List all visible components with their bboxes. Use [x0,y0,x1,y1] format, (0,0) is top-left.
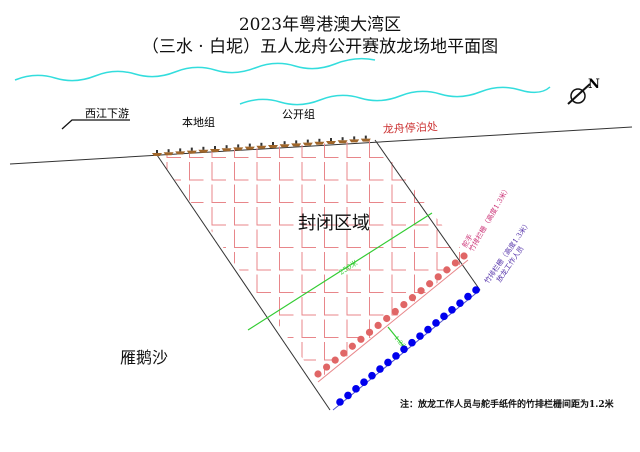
staff-dot [344,391,352,400]
dragon-boat-icon [326,138,336,144]
dragon-boat-icon [233,144,244,151]
staff-dot [464,292,472,301]
staff-dot [360,378,368,387]
rudder-dot [314,370,322,378]
rudder-fence-label: 竹排栏栅（高度1.3米） [467,184,512,253]
closed-area-left-edge [156,154,331,411]
dragon-boat-icon [314,138,325,145]
rudder-dot [391,307,399,316]
closed-area-label: 封闭区域 [298,213,370,234]
rudder-dot [348,342,356,350]
rudder-dot [331,356,339,364]
water-wave [239,86,551,106]
dragon-boat-icon [152,150,162,156]
staff-dot [456,299,464,307]
dragon-boat-icon [349,136,360,143]
staff-dot [384,358,392,367]
title-line2: （三水 · 白坭）五人龙舟公开赛放龙场地平面图 [142,36,498,57]
staff-positions [336,286,480,406]
staff-fence-annotation: 竹排栏栅（高度1.3米） 放龙工作人员 [482,219,532,285]
rudder-fence-line [317,259,469,383]
dragon-boat-icon [360,135,371,142]
rudder-positions [314,252,468,378]
staff-dot [392,352,400,360]
rudder-dot [374,321,382,330]
open-group-label: 公开组 [282,107,315,121]
closed-area-grid [157,140,468,380]
rudder-dot [408,294,417,302]
rudder-fence-annotation: 舵手 竹排栏栅（高度1.3米） [460,184,512,253]
rudder-dot [322,363,331,371]
dragon-boat-icon [175,148,186,155]
staff-dot [352,385,360,393]
dragon-boat-icon [279,141,290,148]
note-text: 注：放龙工作人员与舵手纸件的竹排栏栅间距为1.2米 [400,398,615,410]
dragon-boat-icon [163,149,174,156]
rudder-dot [365,328,374,336]
staff-dot [408,338,416,347]
dragon-boat-icon [210,146,220,152]
dragon-boat-icon [337,137,348,144]
downstream-arrow-icon [61,119,130,130]
sandbar-label: 雁鹅沙 [120,348,168,367]
dragon-boat-icon [256,142,267,149]
rudder-dot [400,300,408,309]
rudder-dot [417,287,425,295]
mooring-label: 龙舟停泊处 [382,119,438,136]
staff-dot [472,286,480,294]
rudder-dot [434,273,442,281]
rudder-dot [357,335,365,343]
gap-measure-line [387,326,406,349]
rudder-dot [383,314,391,323]
rudder-dot [451,259,460,267]
title-line1: 2023年粤港澳大湾区 [239,15,401,35]
water-wave [14,57,376,82]
distance-measure-line [247,212,433,331]
staff-dot [424,325,432,334]
rudder-dot [426,280,434,288]
dragon-boat-icon [302,139,313,146]
rudder-dot [443,266,451,274]
dragon-boat-icon [186,147,197,154]
staff-dot [400,345,408,354]
dragon-boat-icon [198,146,209,153]
dragon-boat-icon [244,143,255,150]
local-group-label: 本地组 [182,115,215,129]
staff-dot [416,332,424,340]
staff-dot [440,312,448,321]
dragon-boat-icon [221,145,232,152]
staff-dot [336,398,344,406]
staff-dot [368,371,376,380]
staff-dot [448,305,456,314]
north-compass-icon: N [567,77,600,105]
dragon-boat-icon [268,142,278,148]
rudder-dot [340,349,348,357]
dragon-boats [152,135,371,156]
staff-dot [376,365,384,373]
rudder-dot [460,252,468,260]
downstream-label: 西江下游 [85,107,129,120]
north-label: N [588,77,600,92]
dragon-boat-icon [291,140,302,147]
staff-dot [432,319,440,327]
